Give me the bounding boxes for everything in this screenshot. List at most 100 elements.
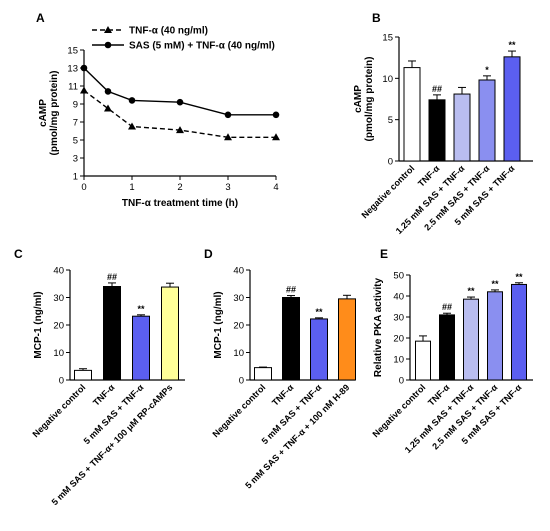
y-tick-label: 30 <box>233 293 244 304</box>
significance-marker: * <box>485 65 489 75</box>
legend-marker <box>104 26 112 33</box>
y-tick-label: 13 <box>67 64 78 75</box>
legend-entry: TNF-α (40 ng/ml) <box>92 26 208 37</box>
panel-b: B 0 5 10 15 cAMP(pmol/mg protein) Negative con… <box>353 11 533 236</box>
y-tick-label: 5 <box>73 136 78 147</box>
data-point <box>224 133 232 141</box>
y-tick-label: 10 <box>233 348 244 359</box>
panel-label: D <box>204 247 213 261</box>
y-axis-label: MCP-1 (ng/ml) <box>33 291 44 358</box>
y-tick-label: 15 <box>382 33 393 44</box>
y-axis-label: Relative PKA activity <box>373 278 384 378</box>
legend-entry: SAS (5 mM) + TNF-α (40 ng/ml) <box>92 41 275 52</box>
y-tick-label: 0 <box>388 157 393 168</box>
y-tick-label: 20 <box>393 334 404 345</box>
y-tick-label: 50 <box>393 271 404 282</box>
bar <box>478 79 496 162</box>
significance-marker: ** <box>515 272 523 282</box>
significance-marker: ** <box>467 286 475 296</box>
panel-label: C <box>14 247 23 261</box>
bar <box>453 93 471 162</box>
data-point <box>272 111 280 119</box>
significance-marker: ## <box>442 302 452 312</box>
y-axis-label: cAMP(pmol/mg protein) <box>353 57 375 142</box>
y-axis-label: MCP-1 (ng/ml) <box>213 291 224 358</box>
data-point <box>176 126 184 134</box>
y-tick-label: 20 <box>53 321 64 332</box>
category-label: Negative control <box>30 382 87 439</box>
y-axis-label-line: cAMP <box>38 99 49 127</box>
y-tick-label: 5 <box>388 115 393 126</box>
bar <box>103 286 121 381</box>
significance-marker: ** <box>315 307 323 317</box>
y-axis-label-line: (pmol/mg protein) <box>49 71 60 156</box>
bar <box>161 286 179 381</box>
bar <box>487 291 503 381</box>
y-tick-label: 10 <box>382 74 393 85</box>
category-label: TNF-α <box>270 382 296 408</box>
y-tick-label: 10 <box>393 355 404 366</box>
y-tick-label: 1 <box>73 172 78 183</box>
bar <box>511 283 527 381</box>
y-axis-label: cAMP(pmol/mg protein) <box>38 71 60 156</box>
data-point <box>104 88 112 95</box>
series-sas-tnf <box>80 64 280 119</box>
series-line <box>83 67 276 116</box>
y-tick-label: 9 <box>73 100 78 111</box>
category-label: TNF-α <box>91 382 117 408</box>
bar <box>403 67 421 162</box>
panel-label: B <box>372 11 381 25</box>
data-point <box>176 98 184 106</box>
y-tick-label: 7 <box>73 118 78 129</box>
x-tick-label: 3 <box>225 182 230 193</box>
y-tick-label: 11 <box>68 82 78 93</box>
y-tick-label: 10 <box>53 348 64 359</box>
bar <box>254 367 272 381</box>
y-tick-label: 20 <box>233 321 244 332</box>
y-tick-label: 30 <box>393 313 404 324</box>
bar <box>310 318 328 381</box>
significance-marker: ## <box>286 285 296 295</box>
data-point <box>272 133 280 141</box>
series-tnf <box>80 86 280 141</box>
data-point <box>224 111 232 119</box>
x-axis-label: TNF-α treatment time (h) <box>122 198 238 209</box>
x-tick-label: 2 <box>177 182 182 193</box>
data-point <box>128 97 136 104</box>
bar <box>463 298 479 381</box>
legend-label: TNF-α (40 ng/ml) <box>129 26 208 37</box>
y-tick-label: 0 <box>59 376 64 387</box>
data-point <box>128 122 136 130</box>
x-tick-label: 0 <box>81 182 86 193</box>
bar <box>132 315 150 381</box>
significance-marker: ** <box>491 279 499 289</box>
y-axis-label-line: MCP-1 (ng/ml) <box>213 291 224 358</box>
bar <box>282 297 300 381</box>
bar <box>415 340 431 381</box>
y-axis-label-line: cAMP <box>353 85 364 113</box>
significance-marker: ** <box>137 304 145 314</box>
bar <box>503 56 521 162</box>
category-label: Negative control <box>210 382 267 439</box>
y-axis-label-line: MCP-1 (ng/ml) <box>33 291 44 358</box>
category-label: 5 mM SAS + TNF-α + 100 nM H-89 <box>243 382 351 490</box>
y-tick-label: 40 <box>393 292 404 303</box>
bar <box>338 298 356 381</box>
x-tick-label: 1 <box>129 182 134 193</box>
y-tick-label: 40 <box>233 266 244 277</box>
data-point <box>80 86 88 94</box>
data-point <box>80 64 88 72</box>
y-tick-label: 40 <box>53 266 64 277</box>
significance-marker: ## <box>107 272 117 282</box>
bar <box>428 99 446 162</box>
significance-marker: ## <box>432 84 442 94</box>
bar <box>439 314 455 381</box>
bar <box>74 369 92 381</box>
y-axis-label-line: Relative PKA activity <box>373 278 384 378</box>
legend-marker <box>104 41 112 49</box>
y-axis-label-line: (pmol/mg protein) <box>364 57 375 142</box>
panel-label: E <box>380 247 388 261</box>
